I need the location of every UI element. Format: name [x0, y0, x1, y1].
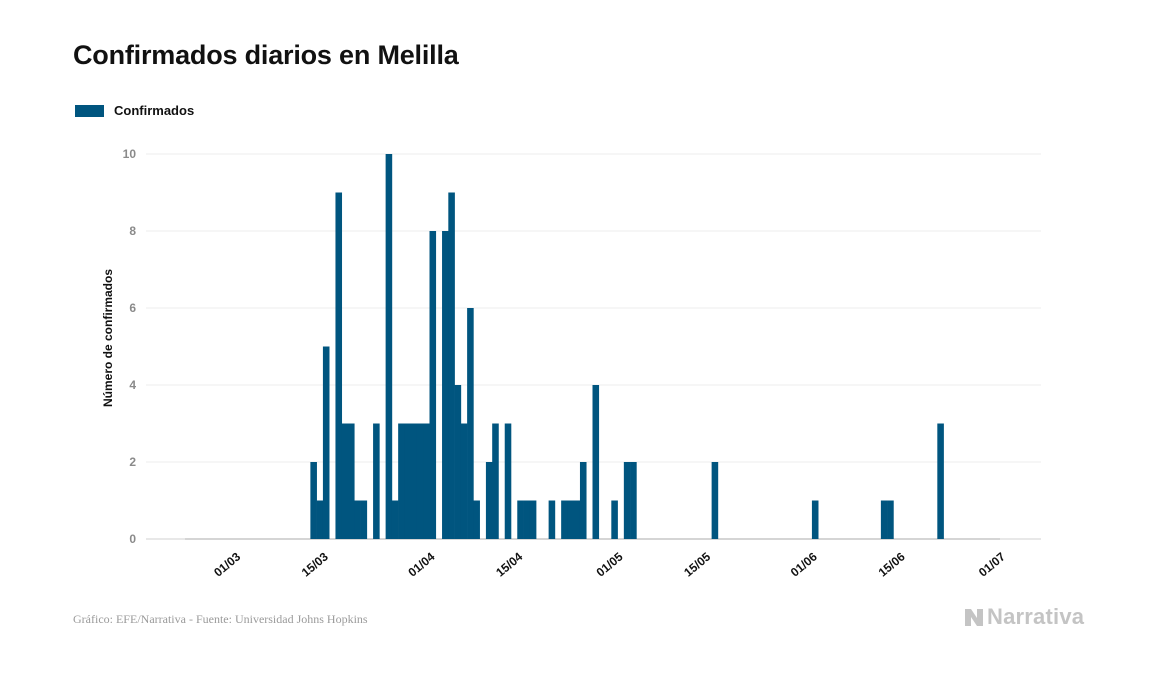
- y-axis-label: Número de confirmados: [101, 269, 115, 407]
- x-tick-labels: 01/03 15/03 01/04 15/04 01/05 15/05 01/06 15/06…: [211, 549, 1008, 579]
- bar: [454, 385, 462, 539]
- bar: [517, 500, 524, 539]
- narrativa-logo-icon: [965, 609, 983, 626]
- bar: [316, 500, 324, 539]
- source-note: Gráfico: EFE/Narrativa - Fuente: Univers…: [73, 612, 368, 626]
- bar: [360, 500, 368, 539]
- x-tick-label: 01/04: [405, 549, 437, 579]
- bar: [492, 423, 499, 539]
- bar: [460, 423, 468, 539]
- bar: [335, 192, 343, 539]
- bar: [623, 462, 631, 539]
- bar: [398, 423, 405, 539]
- bar: [442, 231, 449, 539]
- x-tick-label: 15/06: [876, 549, 908, 579]
- bar: [630, 462, 637, 539]
- x-tick-label: 15/05: [681, 549, 713, 579]
- bar: [887, 500, 894, 539]
- bar: [322, 346, 330, 539]
- bar: [880, 500, 888, 539]
- x-tick-label: 01/06: [788, 549, 820, 579]
- brand-logo: Narrativa: [963, 604, 1084, 630]
- x-tick-label: 15/03: [299, 549, 331, 579]
- bar: [385, 154, 393, 539]
- bar: [529, 500, 537, 539]
- bar: [592, 385, 600, 539]
- bar: [467, 308, 474, 539]
- bar: [567, 500, 574, 539]
- legend-label: Confirmados: [114, 103, 195, 118]
- bar: [310, 462, 317, 539]
- y-tick-label: 10: [123, 147, 137, 161]
- y-tick-label: 6: [129, 301, 136, 315]
- bar: [561, 500, 568, 539]
- bar: [423, 423, 430, 539]
- bar: [373, 423, 380, 539]
- y-tick-label: 4: [129, 378, 136, 392]
- legend-swatch: [75, 104, 104, 117]
- bar: [348, 423, 355, 539]
- bar: [473, 500, 480, 539]
- bar: [523, 500, 531, 539]
- x-tick-label: 15/04: [493, 549, 525, 579]
- bar: [429, 231, 437, 539]
- legend: Confirmados: [75, 103, 194, 118]
- bar: [485, 462, 493, 539]
- brand-name: Narrativa: [987, 604, 1085, 629]
- bar: [448, 192, 455, 539]
- chart-title: Confirmados diarios en Melilla: [73, 40, 459, 70]
- bar: [573, 500, 581, 539]
- bar: [579, 462, 587, 539]
- bar: [504, 423, 512, 539]
- y-tick-label: 2: [129, 455, 136, 469]
- x-tick-label: 01/03: [211, 549, 243, 579]
- bar: [416, 423, 424, 539]
- bar: [811, 500, 819, 539]
- y-tick-label: 0: [129, 532, 136, 546]
- x-tick-label: 01/07: [976, 549, 1008, 579]
- bar: [611, 500, 618, 539]
- bar: [341, 423, 349, 539]
- x-tick-label: 01/05: [594, 549, 626, 579]
- bar: [354, 500, 361, 539]
- bar: [711, 462, 719, 539]
- bar: [937, 423, 944, 539]
- bar: [548, 500, 556, 539]
- bars: [310, 154, 944, 539]
- y-tick-label: 8: [129, 224, 136, 238]
- y-tick-labels: 0 2 4 6 8 10: [123, 147, 137, 546]
- bar: [404, 423, 411, 539]
- bar: [391, 500, 399, 539]
- bar: [410, 423, 418, 539]
